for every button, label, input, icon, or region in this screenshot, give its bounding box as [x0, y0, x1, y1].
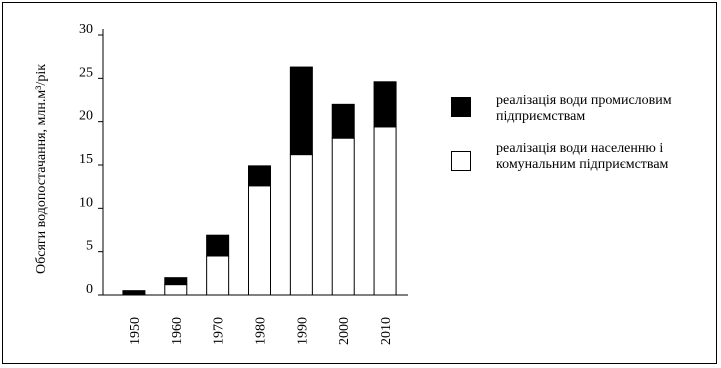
chart-canvas: Обсяги водопостачання, млн.м³/рік 0 5 10 15… [34, 22, 408, 345]
legend-label-population: реалізація води населенню і комунальним … [496, 141, 669, 172]
x-tick-label: 1970 [212, 317, 227, 345]
bar-segment-industrial [248, 165, 271, 187]
y-axis-title: Обсяги водопостачання, млн.м³/рік [34, 64, 49, 274]
bar-segment-population [164, 284, 188, 296]
bar-segment-industrial [289, 66, 313, 156]
y-tick-label: 25 [79, 65, 93, 80]
bar-segment-population [248, 185, 271, 296]
svg-text:Обсяги водопостачання, млн.м³/: Обсяги водопостачання, млн.м³/рік [34, 64, 49, 274]
x-tick-label: 1960 [170, 317, 185, 345]
legend-item-population: реалізація води населенню і комунальним … [451, 141, 719, 189]
x-tick-label: 2010 [379, 317, 394, 345]
x-tick-label: 1950 [128, 317, 143, 345]
x-tick-label: 2000 [337, 317, 352, 345]
y-tick-label: 5 [86, 239, 93, 254]
y-tick-label: 10 [79, 195, 93, 210]
legend-label-industrial: реалізація води промисловим підприємства… [496, 93, 672, 124]
y-tick-label: 30 [79, 22, 93, 37]
bar-segment-industrial [206, 234, 230, 257]
y-tick-label: 15 [79, 152, 93, 167]
chart-legend: реалізація води промисловим підприємства… [451, 93, 719, 189]
legend-item-industrial: реалізація води промисловим підприємства… [451, 93, 719, 141]
bar-segment-population [289, 154, 313, 296]
x-tick-label: 1980 [254, 317, 269, 345]
bar-segment-industrial [164, 277, 188, 286]
legend-swatch-population [451, 151, 471, 171]
bar-segment-population [331, 137, 355, 296]
legend-swatch-industrial [451, 97, 471, 117]
x-tick-label: 1990 [295, 317, 310, 345]
bar-segment-industrial [331, 103, 355, 139]
bar-segment-population [373, 126, 397, 296]
bar-segment-industrial [373, 81, 397, 128]
bar-segment-population [206, 255, 230, 296]
chart-frame: Обсяги водопостачання, млн.м³/рік 0 5 10 15… [2, 2, 717, 364]
bar-segment-industrial [122, 290, 146, 296]
y-tick-label: 20 [79, 109, 93, 124]
y-tick-label: 0 [86, 282, 93, 297]
